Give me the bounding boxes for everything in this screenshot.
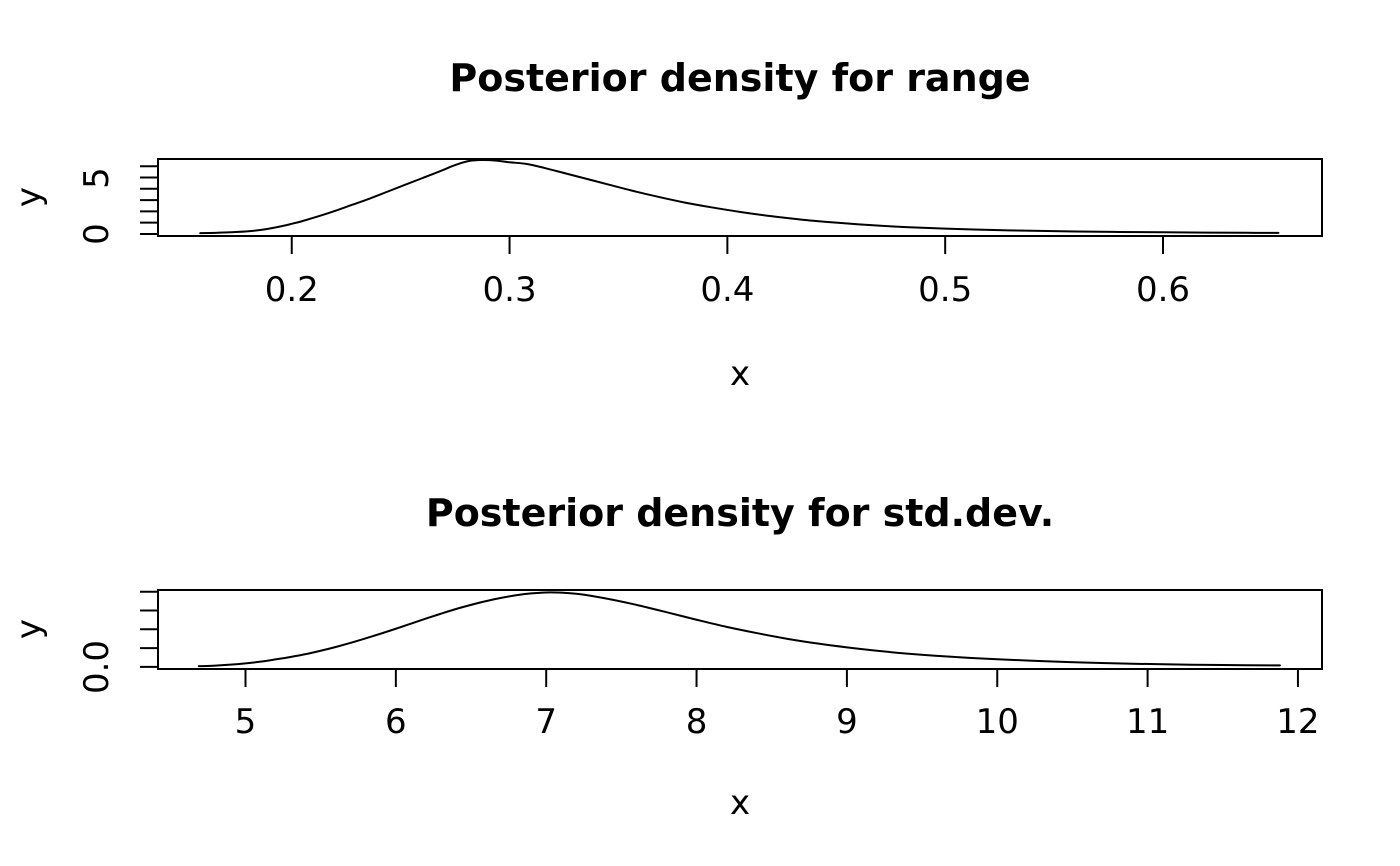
x-tick-label: 0.6 (1135, 270, 1191, 310)
y-axis-label-range: y (9, 186, 49, 208)
x-tick-label: 6 (385, 702, 407, 742)
x-tick-label: 0.2 (264, 270, 319, 310)
x-tick-label: 8 (685, 702, 708, 742)
x-tick-label: 0.4 (700, 270, 755, 310)
y-axis-label-stddev: y (9, 618, 49, 640)
x-tick-label: 0.3 (482, 270, 537, 310)
plot-box (157, 158, 1323, 237)
x-tick-label: 10 (975, 702, 1019, 742)
x-tick-label: 9 (836, 702, 858, 742)
x-tick-label: 5 (234, 702, 257, 742)
x-axis-label-stddev: x (729, 783, 751, 823)
density-curve (197, 591, 1281, 668)
x-tick-label: 12 (1276, 702, 1320, 742)
x-tick-label: 11 (1125, 702, 1170, 742)
y-tick-label: 5 (77, 166, 117, 189)
plot-title-stddev: Posterior density for std.dev. (425, 491, 1055, 535)
y-tick-label: 0.0 (77, 639, 117, 694)
density-curve (199, 158, 1280, 235)
plot-group-1 (140, 158, 1323, 254)
plot-group-2 (140, 589, 1323, 687)
x-tick-label: 7 (535, 702, 557, 742)
x-tick-label: 0.5 (918, 270, 973, 310)
plot-title-range: Posterior density for range (449, 56, 1031, 100)
x-axis-label-range: x (729, 354, 751, 394)
